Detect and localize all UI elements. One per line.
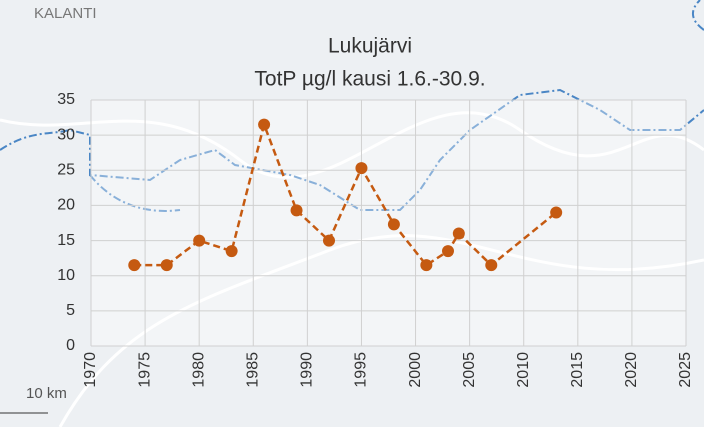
map-road [0,111,704,179]
map-road [58,234,704,427]
data-point [452,227,465,240]
x-tick-label: 1995 [353,352,370,388]
data-point [128,259,141,272]
data-point [550,206,563,219]
data-point [193,234,206,247]
map-label: KALANTI [34,5,97,22]
scale-label: 10 km [26,385,67,402]
data-point [290,204,303,217]
y-tick-label: 20 [57,197,75,214]
x-tick-label: 2015 [569,352,586,388]
data-point [442,245,454,258]
y-tick-label: 5 [66,302,75,319]
x-tick-label: 1985 [244,352,261,388]
data-point [258,118,271,131]
data-point [485,259,498,272]
data-point [387,218,400,231]
x-tick-label: 2020 [623,352,640,388]
x-tick-label: 2000 [407,352,424,388]
x-tick-label: 1975 [136,352,153,388]
x-tick-label: 2025 [677,352,694,388]
x-tick-label: 1990 [299,352,316,388]
y-tick-label: 35 [57,91,75,108]
data-point [323,234,335,247]
data-point [160,259,173,272]
data-point [420,259,433,272]
data-point [225,245,238,258]
y-tick-label: 15 [57,232,75,249]
map-border [0,88,704,211]
x-tick-label: 1980 [190,352,207,388]
chart-title: Lukujärvi [328,35,412,58]
x-tick-label: 2005 [461,352,478,388]
y-tick-label: 10 [57,267,75,284]
x-tick-label: 2010 [515,352,532,388]
y-tick-label: 0 [66,337,75,354]
chart-subtitle: TotP µg/l kausi 1.6.-30.9. [254,68,485,91]
y-tick-label: 30 [57,126,75,143]
map-border [692,0,704,31]
x-tick-label: 1970 [82,352,99,388]
y-tick-label: 25 [57,162,75,179]
data-point [355,162,368,175]
